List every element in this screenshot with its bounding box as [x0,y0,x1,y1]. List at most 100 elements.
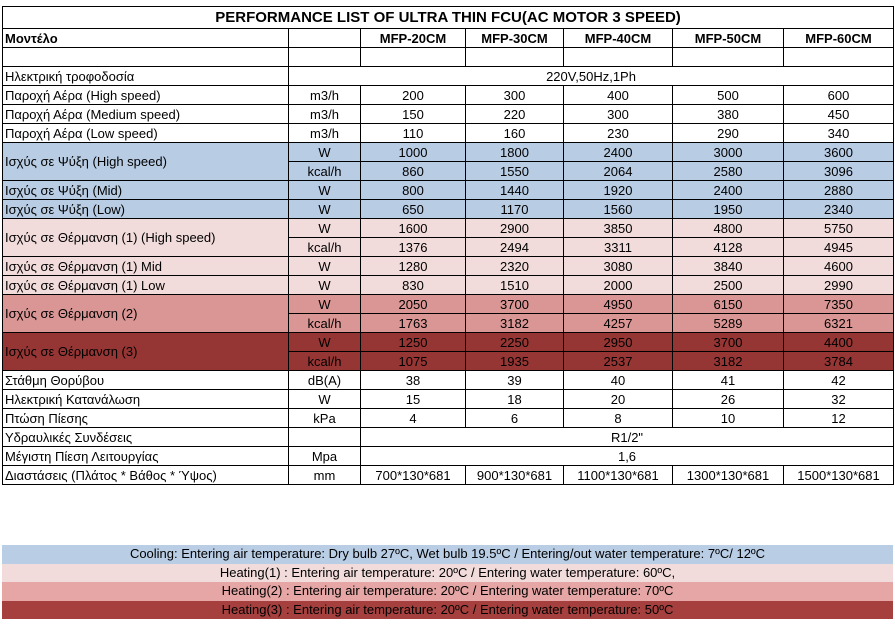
value: 300 [465,85,564,105]
value: 2950 [563,332,673,352]
value: 1376 [360,237,466,257]
value: 3182 [465,313,564,333]
value: 1763 [360,313,466,333]
value: 3784 [782,351,895,371]
value: 4257 [563,313,673,333]
value: 2340 [782,199,895,219]
value: 1440 [465,180,564,200]
value: 4945 [782,237,895,257]
value: 2900 [465,218,564,238]
value: 26 [672,389,784,409]
value: 2050 [360,294,466,314]
legend: Cooling: Entering air temperature: Dry b… [2,545,893,619]
value: 2494 [465,237,564,257]
value: 1950 [672,199,784,219]
row-label: Ισχύς σε Ψύξη (Mid) [2,180,289,200]
value: 2500 [672,275,784,295]
value: 860 [360,161,466,181]
value: 500 [672,85,784,105]
value: 4800 [672,218,784,238]
value: 1920 [563,180,673,200]
value: 300 [563,104,673,124]
legend-entry: Heating(1) : Entering air temperature: 2… [2,563,893,582]
unit: kcal/h [288,237,361,257]
value: 3600 [782,142,895,162]
data-row: Παροχή Αέρα (Medium speed) m3/h 150 220 300 3… [2,104,895,124]
value: 1550 [465,161,564,181]
row-label: Παροχή Αέρα (High speed) [2,85,289,105]
value: 18 [465,389,564,409]
value: 4 [360,408,466,428]
value: 700*130*681 [360,465,466,485]
unit: m3/h [288,123,361,143]
row-label: Διαστάσεις (Πλάτος * Βάθος * Ύψος) [2,465,289,485]
value: 1,6 [359,446,895,466]
value: 38 [360,370,466,390]
unit: kcal/h [288,313,361,333]
value: 7350 [782,294,895,314]
value: 1800 [465,142,564,162]
value: 42 [782,370,895,390]
unit: kcal/h [288,351,361,371]
value: 830 [360,275,466,295]
unit: m3/h [288,85,361,105]
value: 20 [563,389,673,409]
empty-cell [360,47,466,67]
data-row: Μέγιστη Πίεση Λειτουργίας Mpa 1,6 [2,446,895,466]
row-label: Ισχύς σε Ψύξη (Low) [2,199,289,219]
unit-cell [288,427,361,447]
value: 290 [672,123,784,143]
table-title: PERFORMANCE LIST OF ULTRA THIN FCU(AC MO… [1,6,895,29]
data-row: Ισχύς σε Θέρμανση (1) Mid W 1280 2320 3080 38… [2,256,895,276]
data-row: Ισχύς σε Θέρμανση (1) (High speed) W 1600 2… [2,218,895,257]
unit: W [288,180,361,200]
data-row: Πτώση Πίεσης kPa 4 6 8 10 12 [2,408,895,428]
row-label: Ισχύς σε Θέρμανση (1) Low [2,275,289,295]
value: 2400 [563,142,673,162]
value: 32 [782,389,895,409]
value: 8 [563,408,673,428]
value: 800 [360,180,466,200]
value: 10 [672,408,784,428]
legend-entry: Cooling: Entering air temperature: Dry b… [2,545,893,564]
unit: Mpa [288,446,361,466]
value: 200 [360,85,466,105]
empty-cell [465,47,564,67]
data-row: Ισχύς σε Θέρμανση (3) W 1250 2250 2950 3700 44… [2,332,895,371]
value: 2880 [782,180,895,200]
value: 12 [782,408,895,428]
blank-row [2,47,895,67]
value: 2320 [465,256,564,276]
value: 450 [782,104,895,124]
value: 6 [465,408,564,428]
row-label: Παροχή Αέρα (Medium speed) [2,104,289,124]
unit: W [288,332,361,352]
value: 220 [465,104,564,124]
empty-cell [563,47,673,67]
row-label: Παροχή Αέρα (Low speed) [2,123,289,143]
value: 41 [672,370,784,390]
value: 6321 [782,313,895,333]
model-name: MFP-30CM [465,28,564,48]
value: 2250 [465,332,564,352]
data-row: Ισχύς σε Ψύξη (Low) W 650 1170 1560 1950 2340 [2,199,895,219]
unit: W [288,142,361,162]
value: 3700 [465,294,564,314]
unit: kPa [288,408,361,428]
row-label: Ισχύς σε Θέρμανση (3) [2,332,289,371]
value: 3080 [563,256,673,276]
empty-cell [288,47,361,67]
unit: m3/h [288,104,361,124]
value: 3850 [563,218,673,238]
value: 1000 [360,142,466,162]
value: 1500*130*681 [782,465,895,485]
value: 150 [360,104,466,124]
value: 1560 [563,199,673,219]
value: 2580 [672,161,784,181]
unit: W [288,275,361,295]
unit: W [288,218,361,238]
model-name: MFP-60CM [782,28,895,48]
value: 900*130*681 [465,465,564,485]
row-label: Ισχύς σε Θέρμανση (1) Mid [2,256,289,276]
